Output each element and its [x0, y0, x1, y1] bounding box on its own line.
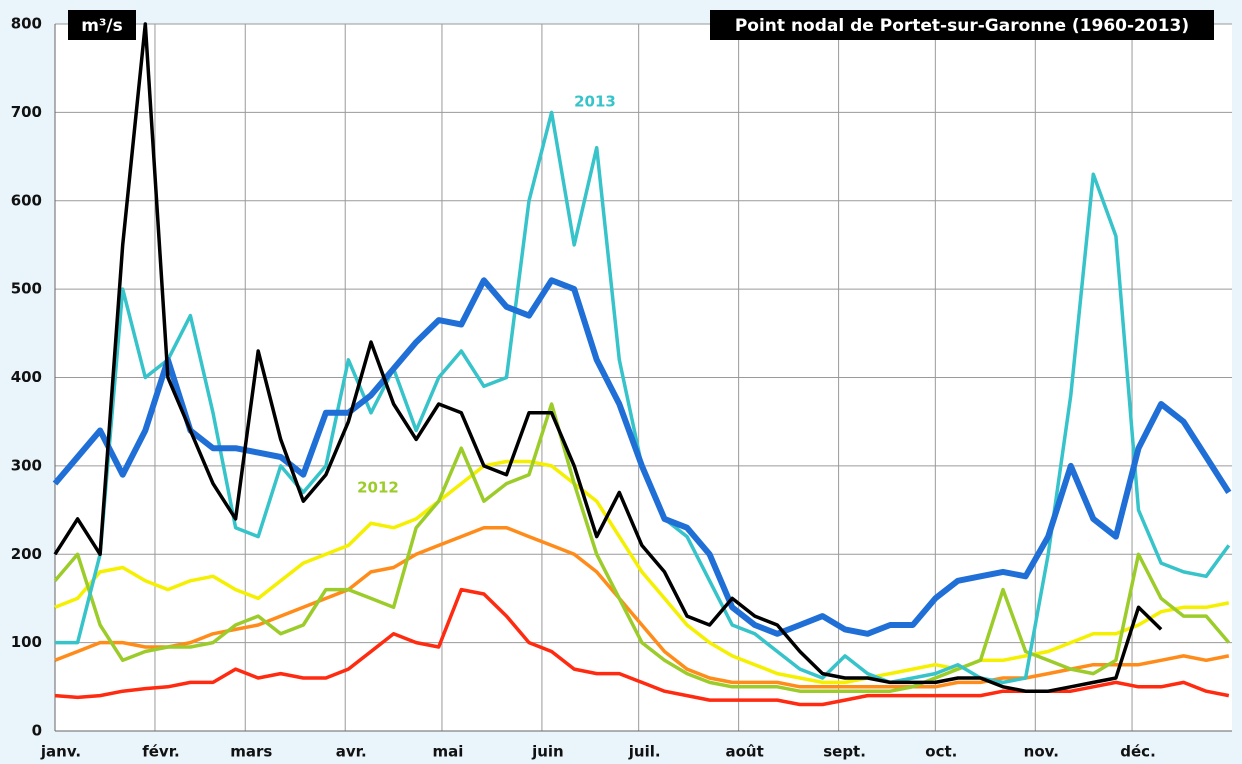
x-tick-label: mai: [433, 743, 464, 761]
y-tick-label: 500: [11, 280, 42, 298]
y-tick-label: 200: [11, 545, 42, 563]
series-line: [54, 525, 1230, 689]
series-label: 2013: [574, 93, 616, 111]
title-box: [710, 10, 1214, 40]
y-tick-label: 700: [11, 103, 42, 121]
chart-title: Point nodal de Portet-sur-Garonne (1960-…: [735, 16, 1189, 36]
lines: [52, 22, 1232, 707]
y-tick-label: 100: [11, 633, 42, 651]
x-tick-label: oct.: [925, 743, 957, 761]
y-tick-label: 0: [32, 722, 42, 740]
x-tick-label: déc.: [1120, 743, 1156, 761]
x-tick-label: juin: [531, 743, 564, 761]
x-tick-label: nov.: [1024, 743, 1059, 761]
x-tick-label: avr.: [336, 743, 367, 761]
labels: 2012 2013: [357, 93, 616, 497]
series-label: 2012: [357, 479, 399, 497]
x-tick-label: août: [725, 743, 763, 761]
y-tick-label: 300: [11, 456, 42, 474]
y-axis-label: m³/s: [81, 16, 123, 36]
x-tick-label: juil.: [628, 743, 661, 761]
series-line: [52, 277, 1232, 637]
series-line: [53, 22, 1163, 693]
x-tick-label: mars: [230, 743, 272, 761]
x-tick-label: sept.: [823, 743, 866, 761]
unit-box: [68, 10, 136, 40]
x-tick-label: janv.: [40, 743, 81, 761]
y-tick-label: 600: [11, 191, 42, 209]
y-tick-label: 800: [11, 15, 42, 33]
series-line: [53, 402, 1231, 693]
y-tick-label: 400: [11, 368, 42, 386]
x-tick-label: févr.: [142, 743, 179, 761]
